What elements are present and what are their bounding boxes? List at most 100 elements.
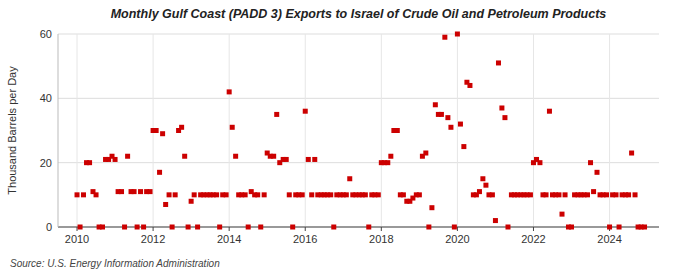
point <box>458 122 463 127</box>
point <box>480 176 485 181</box>
x-grid-line <box>305 34 306 227</box>
point <box>246 225 251 230</box>
point <box>192 192 197 197</box>
point <box>604 192 609 197</box>
x-tick <box>77 227 78 231</box>
point <box>113 157 118 162</box>
x-tick <box>229 227 230 231</box>
point <box>363 192 368 197</box>
point <box>312 157 317 162</box>
point <box>274 112 279 117</box>
point <box>455 32 460 37</box>
point <box>537 160 542 165</box>
point <box>94 192 99 197</box>
title: Monthly Gulf Coast (PADD 3) Exports to I… <box>111 7 607 21</box>
point <box>75 192 80 197</box>
y-grid-line <box>58 98 659 99</box>
point <box>544 192 549 197</box>
x-tick-label: 2016 <box>293 233 317 245</box>
point <box>496 60 501 65</box>
point <box>385 160 390 165</box>
point <box>505 225 510 230</box>
point <box>287 192 292 197</box>
point <box>448 125 453 130</box>
point <box>483 183 488 188</box>
point <box>100 225 105 230</box>
y-axis-line <box>58 34 59 227</box>
point <box>306 157 311 162</box>
x-tick-label: 2014 <box>217 233 241 245</box>
x-grid-line <box>457 34 458 227</box>
point <box>135 225 140 230</box>
point <box>163 202 168 207</box>
point <box>490 192 495 197</box>
y-tick-label: 0 <box>46 221 52 233</box>
point <box>148 189 153 194</box>
point <box>588 160 593 165</box>
background <box>0 0 675 275</box>
point <box>642 225 647 230</box>
y-axis-label: Thousand Barrels per Day <box>6 66 18 195</box>
point <box>493 218 498 223</box>
point <box>461 144 466 149</box>
point <box>186 225 191 230</box>
x-tick <box>153 227 154 231</box>
y-tick-label: 40 <box>40 92 52 104</box>
point <box>300 192 305 197</box>
point <box>633 192 638 197</box>
point <box>429 205 434 210</box>
point <box>439 112 444 117</box>
x-grid-line <box>229 34 230 227</box>
x-tick-label: 2010 <box>65 233 89 245</box>
point <box>81 192 86 197</box>
point <box>585 192 590 197</box>
point <box>255 192 260 197</box>
y-grid-line <box>58 34 659 35</box>
point <box>442 35 447 40</box>
point <box>347 176 352 181</box>
point <box>331 225 336 230</box>
source-note: Source: U.S. Energy Information Administ… <box>10 258 220 269</box>
point <box>138 189 143 194</box>
x-grid-line <box>77 34 78 227</box>
point <box>499 105 504 110</box>
x-tick-label: 2018 <box>369 233 393 245</box>
x-tick-label: 2020 <box>445 233 469 245</box>
x-tick <box>381 227 382 231</box>
y-tick-label: 20 <box>40 157 52 169</box>
point <box>426 225 431 230</box>
point <box>401 192 406 197</box>
point <box>556 192 561 197</box>
point <box>284 157 289 162</box>
point <box>173 192 178 197</box>
point <box>614 192 619 197</box>
point <box>502 115 507 120</box>
point <box>157 170 162 175</box>
chart-container: 201020122014201620182020202220240204060M… <box>0 0 675 275</box>
point <box>452 225 457 230</box>
point <box>154 128 159 133</box>
points <box>75 32 648 230</box>
point <box>376 192 381 197</box>
point <box>569 225 574 230</box>
point <box>122 225 127 230</box>
point <box>271 154 276 159</box>
point <box>195 225 200 230</box>
point <box>78 225 83 230</box>
point <box>258 225 263 230</box>
point <box>189 199 194 204</box>
point <box>227 89 232 94</box>
x-tick <box>305 227 306 231</box>
point <box>477 189 482 194</box>
y-tick-label: 60 <box>40 28 52 40</box>
point <box>560 212 565 217</box>
point <box>591 189 596 194</box>
x-tick-label: 2024 <box>597 233 621 245</box>
point <box>445 115 450 120</box>
x-tick-label: 2022 <box>521 233 545 245</box>
x-grid-line <box>381 34 382 227</box>
point <box>328 192 333 197</box>
point <box>290 225 295 230</box>
point <box>170 225 175 230</box>
point <box>528 192 533 197</box>
